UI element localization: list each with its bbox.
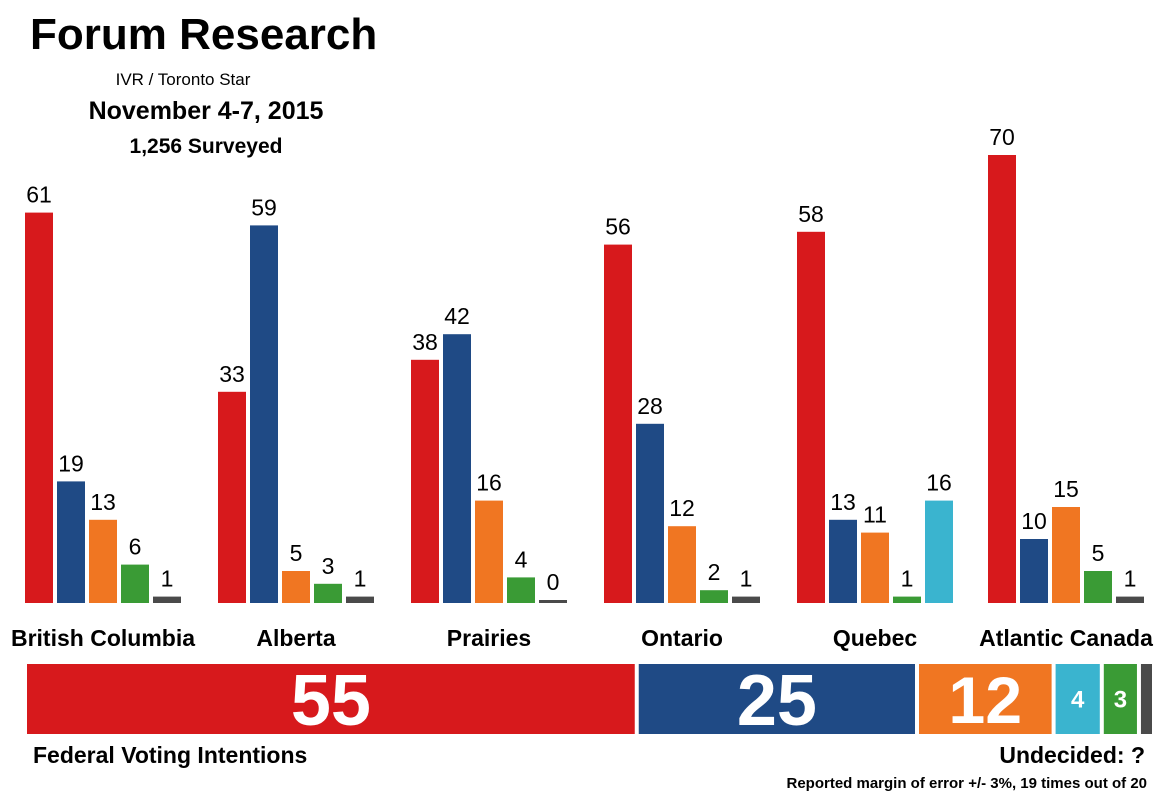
bar-ontario-1 [636, 423, 664, 603]
bar-prairies-5 [539, 600, 567, 603]
federal-voting-intentions-label: Federal Voting Intentions [33, 742, 308, 768]
bar-british-columbia-1 [57, 481, 85, 603]
data-label-prairies-3: 4 [515, 546, 528, 572]
bar-ontario-0 [604, 244, 632, 603]
bar-alberta-0 [218, 391, 246, 603]
bar-atlantic-canada-1 [1020, 539, 1048, 603]
category-label-prairies: Prairies [447, 625, 531, 651]
data-label-ontario-3: 2 [708, 559, 721, 585]
data-label-alberta-2: 5 [290, 540, 303, 566]
data-label-ontario-5: 1 [740, 566, 753, 592]
data-label-british-columbia-1: 19 [58, 450, 84, 476]
data-label-alberta-3: 3 [322, 553, 335, 579]
bar-quebec-0 [797, 231, 825, 604]
data-label-alberta-0: 33 [219, 361, 245, 387]
data-label-atlantic-canada-2: 15 [1053, 476, 1079, 502]
bar-british-columbia-5 [153, 596, 181, 603]
federal-segment-2 [919, 664, 1052, 734]
data-label-british-columbia-2: 13 [90, 489, 116, 515]
bar-prairies-3 [507, 577, 535, 603]
bar-alberta-5 [346, 596, 374, 603]
federal-segment-5 [1140, 664, 1152, 734]
bar-quebec-2 [861, 532, 889, 603]
bar-alberta-1 [250, 225, 278, 603]
federal-segment-4 [1103, 664, 1137, 734]
bar-alberta-3 [314, 583, 342, 603]
bar-prairies-0 [411, 359, 439, 603]
data-label-quebec-1: 13 [830, 489, 856, 515]
bar-atlantic-canada-5 [1116, 596, 1144, 603]
data-label-atlantic-canada-3: 5 [1092, 540, 1105, 566]
category-label-ontario: Ontario [641, 625, 723, 651]
federal-segment-label-1: 25 [737, 661, 817, 741]
data-label-british-columbia-3: 6 [129, 534, 142, 560]
data-label-atlantic-canada-1: 10 [1021, 508, 1047, 534]
data-label-alberta-5: 1 [354, 566, 367, 592]
data-label-atlantic-canada-0: 70 [989, 124, 1015, 150]
bar-quebec-3 [893, 596, 921, 603]
bar-ontario-2 [668, 526, 696, 603]
bar-quebec-1 [829, 519, 857, 603]
category-label-alberta: Alberta [256, 625, 335, 651]
undecided-label: Undecided: ? [999, 742, 1145, 768]
bar-atlantic-canada-0 [988, 155, 1016, 603]
federal-segment-label-2: 12 [948, 664, 1022, 738]
margin-of-error-note: Reported margin of error +/- 3%, 19 time… [786, 775, 1148, 792]
data-label-quebec-0: 58 [798, 201, 824, 227]
survey-dates: November 4-7, 2015 [88, 97, 324, 125]
data-label-alberta-1: 59 [251, 194, 277, 220]
category-label-atlantic-canada: Atlantic Canada [979, 625, 1153, 651]
data-label-ontario-2: 12 [669, 495, 695, 521]
category-label-quebec: Quebec [833, 625, 918, 651]
data-label-quebec-4: 16 [926, 470, 952, 496]
bar-prairies-1 [443, 334, 471, 603]
bar-british-columbia-3 [121, 564, 149, 603]
bar-prairies-2 [475, 500, 503, 603]
data-label-prairies-5: 0 [547, 569, 560, 595]
chart-subtitle: IVR / Toronto Star [115, 70, 251, 89]
data-label-quebec-2: 11 [863, 502, 887, 528]
bar-quebec-4 [925, 500, 953, 603]
bar-ontario-3 [700, 590, 728, 603]
bar-alberta-2 [282, 571, 310, 603]
federal-segment-label-0: 55 [291, 661, 371, 741]
category-label-british-columbia: British Columbia [11, 625, 195, 651]
federal-segment-0 [27, 664, 635, 734]
data-label-british-columbia-0: 61 [26, 182, 52, 208]
bar-ontario-5 [732, 596, 760, 603]
data-label-ontario-1: 28 [637, 393, 663, 419]
bar-atlantic-canada-2 [1052, 507, 1080, 603]
data-label-quebec-3: 1 [901, 566, 914, 592]
data-label-prairies-0: 38 [412, 329, 438, 355]
federal-segment-label-4: 3 [1114, 687, 1127, 714]
survey-sample-size: 1,256 Surveyed [129, 135, 283, 158]
data-label-atlantic-canada-5: 1 [1124, 566, 1137, 592]
data-label-ontario-0: 56 [605, 214, 631, 240]
federal-segment-3 [1055, 664, 1100, 734]
data-label-prairies-2: 16 [476, 470, 502, 496]
data-label-prairies-1: 42 [444, 303, 470, 329]
federal-segment-1 [638, 664, 915, 734]
chart-title: Forum Research [30, 10, 378, 59]
bar-atlantic-canada-3 [1084, 571, 1112, 603]
data-label-british-columbia-5: 1 [161, 566, 174, 592]
bar-british-columbia-2 [89, 519, 117, 603]
federal-segment-label-3: 4 [1071, 687, 1085, 714]
bar-british-columbia-0 [25, 212, 53, 603]
